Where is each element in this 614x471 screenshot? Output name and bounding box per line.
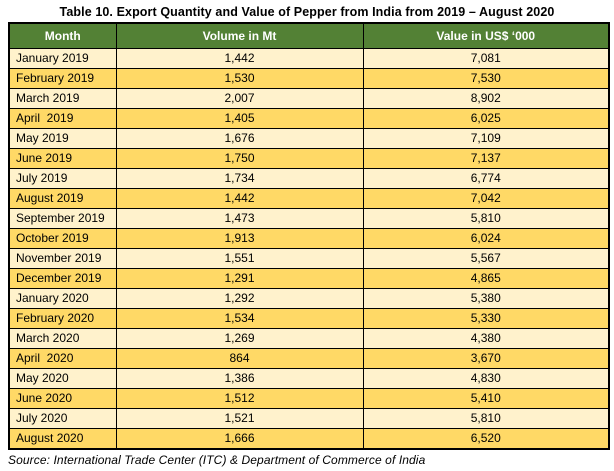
table-row: May 2019 1,676 7,109 (8, 128, 610, 149)
month-cell: November 2019 (8, 248, 117, 269)
month-cell: May 2019 (8, 128, 117, 149)
table-title: Table 10. Export Quantity and Value of P… (59, 5, 555, 19)
column-header-month: Month (8, 22, 117, 49)
value-cell: 6,520 (362, 428, 610, 450)
value-cell: 7,530 (362, 68, 610, 89)
month-cell: July 2019 (8, 168, 117, 189)
value-cell: 5,810 (362, 208, 610, 229)
volume-cell: 1,913 (115, 228, 364, 249)
value-cell: 5,380 (362, 288, 610, 309)
value-cell: 7,109 (362, 128, 610, 149)
value-cell: 4,865 (362, 268, 610, 289)
value-cell: 7,137 (362, 148, 610, 169)
table-row: November 2019 1,551 5,567 (8, 248, 610, 269)
month-cell: February 2020 (8, 308, 117, 329)
month-cell: February 2019 (8, 68, 117, 89)
value-cell: 5,410 (362, 388, 610, 409)
header-row: Month Volume in Mt Value in US$ ‘000 (8, 22, 610, 49)
table-row: July 2020 1,521 5,810 (8, 408, 610, 429)
volume-cell: 1,512 (115, 388, 364, 409)
table-row: August 2020 1,666 6,520 (8, 428, 610, 450)
table-row: January 2020 1,292 5,380 (8, 288, 610, 309)
table-row: August 2019 1,442 7,042 (8, 188, 610, 209)
volume-cell: 1,473 (115, 208, 364, 229)
table-row: March 2019 2,007 8,902 (8, 88, 610, 109)
volume-cell: 1,386 (115, 368, 364, 389)
month-cell: August 2020 (8, 428, 117, 450)
volume-cell: 1,291 (115, 268, 364, 289)
value-cell: 5,567 (362, 248, 610, 269)
value-cell: 7,081 (362, 48, 610, 69)
value-cell: 6,774 (362, 168, 610, 189)
table-row: June 2020 1,512 5,410 (8, 388, 610, 409)
value-cell: 8,902 (362, 88, 610, 109)
month-cell: July 2020 (8, 408, 117, 429)
month-cell: June 2019 (8, 148, 117, 169)
table-row: February 2020 1,534 5,330 (8, 308, 610, 329)
month-cell: September 2019 (8, 208, 117, 229)
table-row: March 2020 1,269 4,380 (8, 328, 610, 349)
month-cell: January 2019 (8, 48, 117, 69)
volume-cell: 1,750 (115, 148, 364, 169)
table-row: January 2019 1,442 7,081 (8, 48, 610, 69)
table-row: April 2020 864 3,670 (8, 348, 610, 369)
table-row: December 2019 1,291 4,865 (8, 268, 610, 289)
table-row: June 2019 1,750 7,137 (8, 148, 610, 169)
volume-cell: 1,442 (115, 188, 364, 209)
value-cell: 7,042 (362, 188, 610, 209)
month-cell: April 2020 (8, 348, 117, 369)
table-header: Month Volume in Mt Value in US$ ‘000 (8, 22, 610, 49)
month-cell: January 2020 (8, 288, 117, 309)
volume-cell: 1,292 (115, 288, 364, 309)
month-cell: March 2020 (8, 328, 117, 349)
value-cell: 6,025 (362, 108, 610, 129)
month-cell: October 2019 (8, 228, 117, 249)
value-cell: 4,380 (362, 328, 610, 349)
volume-cell: 1,530 (115, 68, 364, 89)
table-row: October 2019 1,913 6,024 (8, 228, 610, 249)
volume-cell: 1,269 (115, 328, 364, 349)
volume-cell: 2,007 (115, 88, 364, 109)
month-cell: April 2019 (8, 108, 117, 129)
value-cell: 4,830 (362, 368, 610, 389)
volume-cell: 1,676 (115, 128, 364, 149)
month-cell: May 2020 (8, 368, 117, 389)
volume-cell: 1,734 (115, 168, 364, 189)
month-cell: June 2020 (8, 388, 117, 409)
value-cell: 5,330 (362, 308, 610, 329)
volume-cell: 1,442 (115, 48, 364, 69)
volume-cell: 1,521 (115, 408, 364, 429)
month-cell: March 2019 (8, 88, 117, 109)
value-cell: 6,024 (362, 228, 610, 249)
source-note: Source: International Trade Center (ITC)… (8, 453, 426, 467)
table-row: February 2019 1,530 7,530 (8, 68, 610, 89)
volume-cell: 1,405 (115, 108, 364, 129)
pepper-export-table: Month Volume in Mt Value in US$ ‘000 Jan… (8, 22, 610, 450)
volume-cell: 1,666 (115, 428, 364, 450)
table-row: September 2019 1,473 5,810 (8, 208, 610, 229)
table-row: April 2019 1,405 6,025 (8, 108, 610, 129)
table-row: July 2019 1,734 6,774 (8, 168, 610, 189)
volume-cell: 1,534 (115, 308, 364, 329)
month-cell: August 2019 (8, 188, 117, 209)
column-header-volume: Volume in Mt (115, 22, 364, 49)
table-body: January 2019 1,442 7,081 February 2019 1,530… (8, 48, 610, 450)
value-cell: 3,670 (362, 348, 610, 369)
volume-cell: 1,551 (115, 248, 364, 269)
table-row: May 2020 1,386 4,830 (8, 368, 610, 389)
value-cell: 5,810 (362, 408, 610, 429)
column-header-value: Value in US$ ‘000 (362, 22, 610, 49)
month-cell: December 2019 (8, 268, 117, 289)
volume-cell: 864 (115, 348, 364, 369)
